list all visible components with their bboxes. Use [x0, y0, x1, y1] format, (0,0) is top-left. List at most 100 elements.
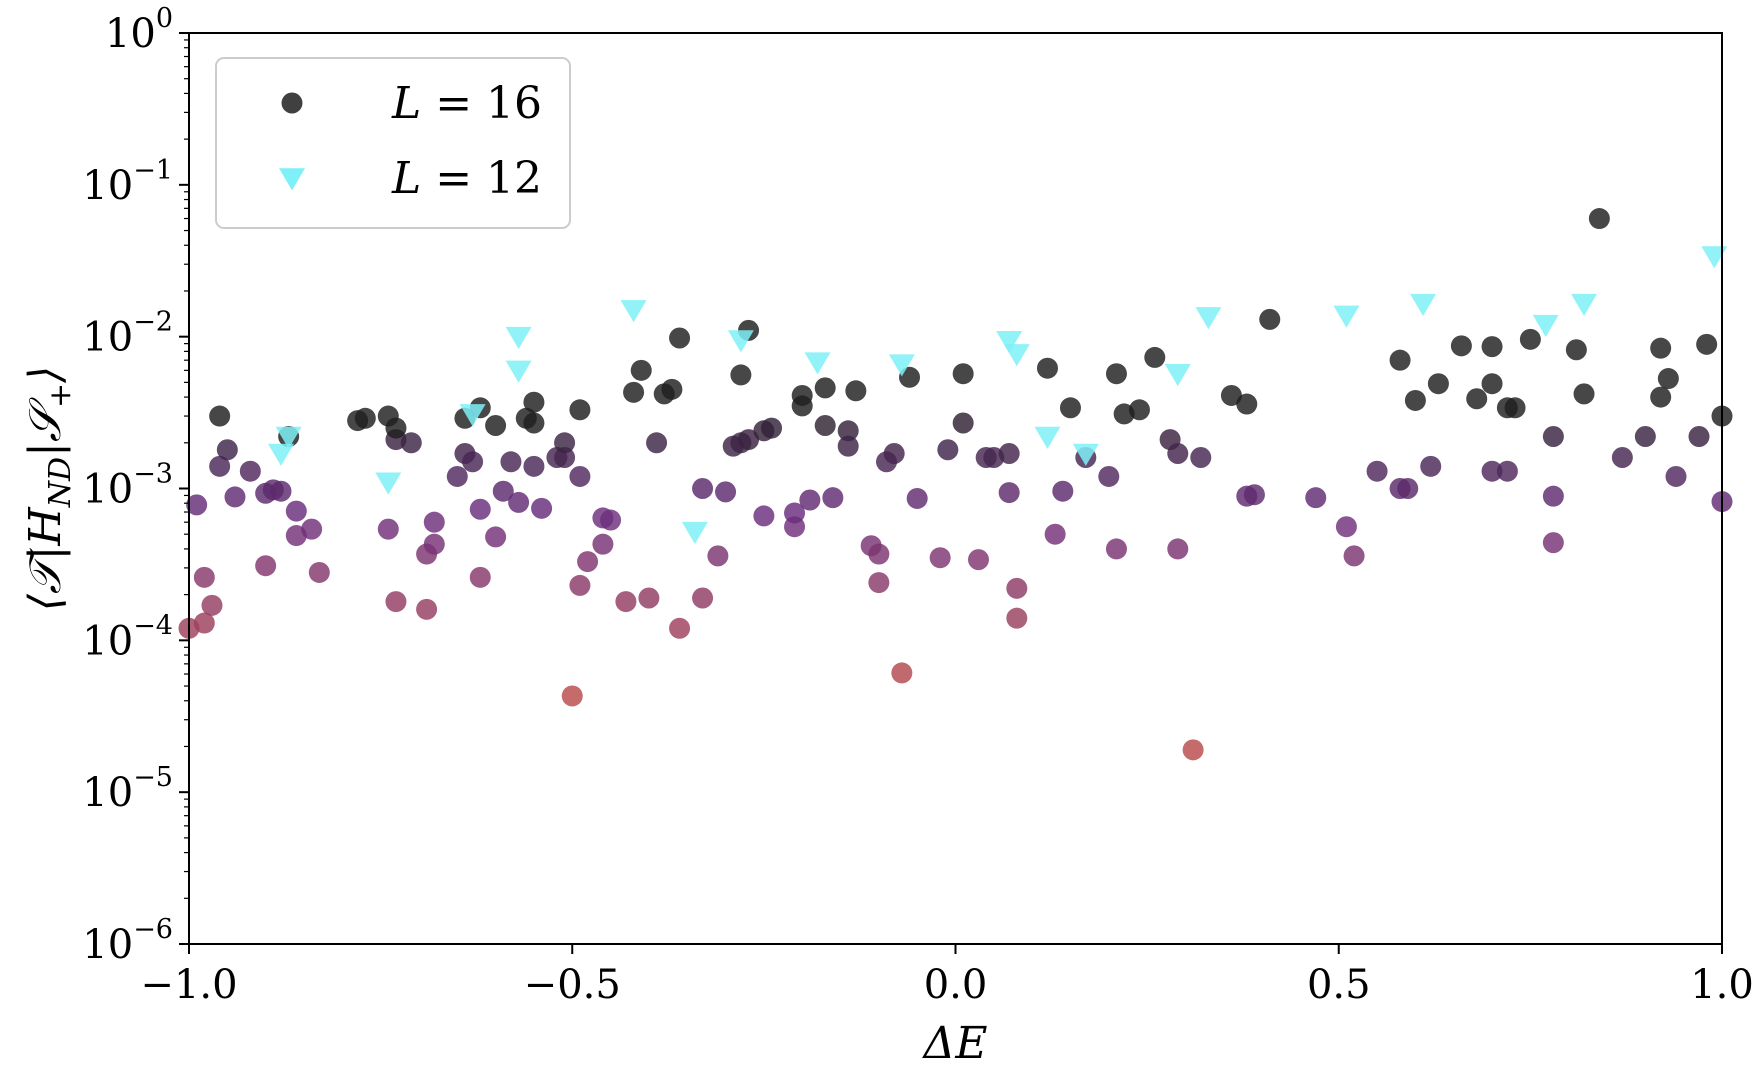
point-colored: [1335, 516, 1357, 538]
point-colored: [600, 509, 622, 531]
point-colored: [1044, 523, 1066, 545]
point-colored: [239, 460, 261, 482]
point-colored: [814, 414, 836, 436]
point-l12: [620, 300, 647, 323]
point-colored: [1006, 607, 1028, 629]
point-colored: [400, 432, 422, 454]
point-l16: [1696, 333, 1718, 355]
point-colored: [1190, 447, 1212, 469]
y-tick-label: 10−4: [82, 610, 173, 664]
point-colored: [646, 432, 668, 454]
point-l16: [730, 364, 752, 386]
y-tick-label: 10−5: [82, 762, 173, 816]
point-l16: [1389, 349, 1411, 371]
point-colored: [255, 555, 277, 577]
point-colored: [707, 545, 729, 567]
point-colored: [1542, 426, 1564, 448]
point-colored: [423, 533, 445, 555]
point-colored: [569, 574, 591, 596]
point-colored: [692, 587, 714, 609]
point-colored: [967, 549, 989, 571]
point-l12: [375, 472, 402, 495]
point-l16: [1144, 346, 1166, 368]
point-colored: [1397, 478, 1419, 499]
point-colored: [1481, 460, 1503, 482]
point-l16: [385, 417, 407, 439]
point-l16: [1481, 373, 1503, 395]
legend-label: L = 16: [391, 78, 542, 129]
point-colored: [500, 451, 522, 473]
point-l16: [1427, 373, 1449, 395]
point-colored: [753, 505, 775, 527]
point-l16: [1259, 308, 1281, 330]
point-l16: [209, 405, 231, 427]
legend-box: [215, 57, 571, 229]
point-l16: [1588, 208, 1610, 230]
point-colored: [891, 662, 913, 684]
point-colored: [193, 566, 215, 588]
point-colored: [1052, 480, 1074, 502]
point-l12: [888, 354, 915, 377]
point-l12: [1532, 314, 1559, 337]
point-colored: [592, 533, 614, 555]
point-l16: [1650, 337, 1672, 359]
point-colored: [554, 447, 576, 469]
point-l16: [630, 359, 652, 381]
point-l12: [681, 521, 708, 544]
point-colored: [883, 443, 905, 465]
series-1: [209, 208, 1733, 448]
point-colored: [1343, 545, 1365, 567]
point-l16: [1519, 328, 1541, 350]
point-colored: [462, 451, 484, 473]
point-colored: [186, 494, 208, 516]
point-l16: [1650, 386, 1672, 408]
legend-marker-l16: [281, 92, 303, 114]
axis-ticks: −1.0 −0.5 0.0 0.5 1.0 10−6 10−5 10−4 10−3 10−2 10−…: [82, 3, 1754, 1008]
point-l16: [485, 414, 507, 436]
point-colored: [469, 498, 491, 520]
point-colored: [1366, 460, 1388, 482]
point-colored: [738, 429, 760, 451]
legend: L = 16 L = 12: [215, 57, 571, 229]
point-colored: [485, 526, 507, 548]
point-l16: [1466, 388, 1488, 410]
point-colored: [492, 480, 514, 502]
point-l12: [1072, 443, 1099, 466]
point-l12: [1333, 305, 1360, 328]
point-colored: [1167, 538, 1189, 560]
point-l12: [1410, 293, 1437, 316]
point-colored: [308, 561, 330, 583]
point-colored: [193, 612, 215, 634]
x-tick-label: −1.0: [140, 962, 237, 1008]
point-l16: [1565, 339, 1587, 361]
point-l16: [623, 381, 645, 403]
point-colored: [998, 482, 1020, 504]
point-colored: [638, 587, 660, 609]
point-colored: [385, 591, 407, 613]
point-l12: [1701, 246, 1728, 269]
data-marks: [178, 208, 1733, 761]
point-colored: [1182, 739, 1204, 761]
point-l12: [996, 330, 1023, 354]
point-l16: [1657, 368, 1679, 390]
point-colored: [799, 489, 821, 511]
point-colored: [416, 598, 438, 620]
y-tick-label: 10−6: [82, 914, 173, 968]
point-l16: [1059, 397, 1081, 419]
point-l12: [1571, 293, 1598, 316]
point-colored: [998, 443, 1020, 465]
point-colored: [377, 518, 399, 540]
point-colored: [561, 685, 583, 707]
point-colored: [669, 617, 691, 639]
point-colored: [1496, 460, 1518, 482]
point-l16: [1036, 357, 1058, 379]
point-colored: [577, 551, 599, 573]
point-l16: [952, 363, 974, 385]
point-l16: [669, 327, 691, 349]
point-colored: [301, 518, 323, 540]
point-colored: [1634, 426, 1656, 448]
point-colored: [868, 572, 890, 594]
point-colored: [1542, 485, 1564, 507]
point-l16: [814, 377, 836, 399]
point-colored: [508, 491, 530, 513]
